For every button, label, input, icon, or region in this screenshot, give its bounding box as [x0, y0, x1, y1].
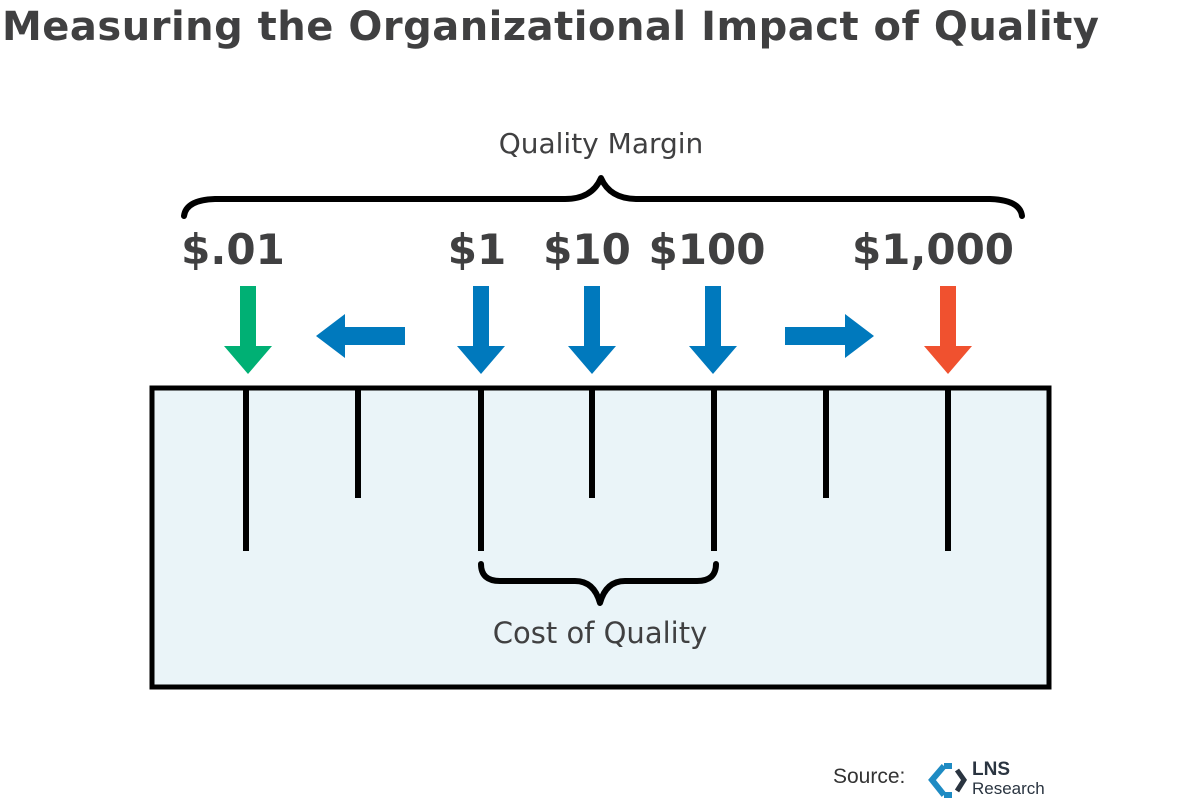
price-label-0.01: $.01 — [181, 225, 285, 274]
price-label-1: $1 — [448, 225, 506, 274]
ruler-ticks — [243, 390, 951, 551]
lns-research-brand: LNS Research — [972, 760, 1045, 797]
price-label-100: $100 — [649, 225, 766, 274]
arrow-down-icon — [457, 286, 505, 374]
cost-of-quality-brace — [478, 561, 719, 606]
page-title: Measuring the Organizational Impact of Q… — [2, 4, 1100, 50]
arrow-right-icon — [785, 314, 874, 358]
arrows — [224, 286, 972, 374]
arrow-down-icon — [224, 286, 272, 374]
lns-logo-icon — [928, 763, 968, 798]
arrow-left-icon — [316, 314, 405, 358]
ruler-box — [149, 385, 1052, 690]
arrow-down-icon — [924, 286, 972, 374]
quality-margin-brace — [181, 175, 1025, 219]
cost-of-quality-label: Cost of Quality — [493, 616, 707, 650]
arrow-down-icon — [689, 286, 737, 374]
price-label-10: $10 — [543, 225, 631, 274]
arrow-down-icon — [568, 286, 616, 374]
price-labels: $.01 $1 $10 $100 $1,000 — [181, 225, 1014, 274]
quality-margin-label: Quality Margin — [499, 127, 704, 160]
brand-regular: Research — [972, 779, 1045, 798]
source-label: Source: — [833, 765, 906, 788]
price-label-1000: $1,000 — [852, 225, 1014, 274]
brand-bold: LNS — [972, 759, 1010, 780]
